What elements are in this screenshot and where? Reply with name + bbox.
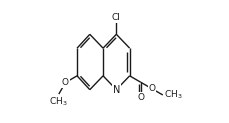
Text: N: N [113,85,120,95]
Text: Cl: Cl [112,13,121,22]
Text: O: O [62,78,69,87]
Text: O: O [137,93,144,102]
Text: O: O [148,84,155,93]
Text: CH$_3$: CH$_3$ [49,95,68,108]
Text: CH$_3$: CH$_3$ [164,89,183,101]
